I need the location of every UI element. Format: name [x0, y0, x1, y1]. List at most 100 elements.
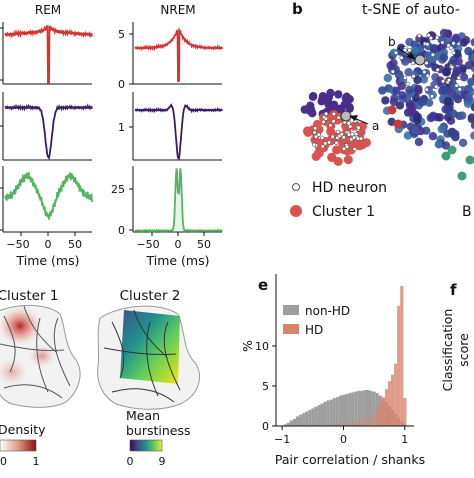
nrem-row1-ytick-0: 0 — [118, 78, 125, 91]
panel-a: REM NREM −50 0 50 — [0, 3, 222, 268]
tsne-highlight-b — [415, 55, 425, 65]
tsne-hd-point — [322, 120, 326, 124]
tsne-point — [444, 97, 452, 105]
tsne-point — [394, 120, 403, 129]
tsne-point — [415, 138, 423, 146]
tsne-hd-point — [435, 36, 439, 40]
tsne-point — [405, 86, 413, 94]
hist-bar-hd — [379, 404, 382, 426]
cluster2-map-title: Cluster 2 — [120, 288, 181, 304]
tsne-label-b: b — [388, 35, 396, 49]
hist-bar-hd — [388, 381, 391, 426]
tsne-hd-point — [408, 48, 412, 52]
hist-bar-hd — [394, 364, 397, 426]
hist-bar-nonhd — [360, 391, 363, 426]
tsne-hd-point — [436, 68, 440, 72]
nrem-row3-ytick-25: 25 — [111, 183, 125, 196]
tsne-point — [458, 172, 467, 181]
tsne-hd-point — [347, 133, 351, 137]
tsne-point — [465, 93, 473, 101]
hist-bar-nonhd — [308, 410, 311, 426]
partial-label-b: B — [462, 204, 472, 220]
tsne-hd-point — [321, 145, 325, 149]
tsne-point — [448, 146, 457, 155]
density-label: Density — [0, 422, 46, 437]
tsne-point — [381, 96, 389, 104]
tsne-point — [441, 105, 449, 113]
rem-xtick-neg50: −50 — [6, 238, 29, 251]
tsne-point — [452, 68, 460, 76]
tsne-hd-point — [435, 85, 439, 89]
hist-bar-nonhd — [321, 404, 324, 426]
burst-tick-9: 9 — [159, 455, 166, 468]
tsne-point — [319, 92, 327, 100]
tsne-hd-point — [342, 147, 346, 151]
tsne-point — [414, 87, 422, 95]
hist-xlabel: Pair correlation / shanks — [275, 452, 425, 467]
tsne-hd-point — [357, 126, 361, 130]
nrem-row1-axes: 5 0 — [118, 22, 222, 91]
hist-bar-nonhd — [351, 392, 354, 426]
tsne-point — [458, 111, 466, 119]
cluster1-brain-map — [0, 305, 80, 407]
tsne-hd-point — [425, 61, 429, 65]
tsne-hd-point — [450, 65, 454, 69]
tsne-hd-point — [423, 70, 427, 74]
hist-bar-hd — [397, 306, 400, 426]
hist-bar-nonhd — [293, 419, 296, 426]
tsne-point — [470, 131, 474, 139]
rem-xtick-50: 50 — [68, 238, 82, 251]
nrem-row1-curve — [135, 30, 222, 81]
nrem-x-ticks: −50 0 50 Time (ms) — [136, 232, 211, 268]
tsne-point — [427, 114, 435, 122]
tsne-point — [411, 126, 419, 134]
hist-ytick-label: 10 — [255, 340, 269, 353]
rem-xlabel: Time (ms) — [15, 253, 79, 268]
burst-tick-0: 0 — [127, 455, 134, 468]
tsne-point — [448, 128, 456, 136]
tsne-hd-point — [336, 130, 340, 134]
legend-hd-label: HD neuron — [312, 180, 387, 196]
tsne-cluster1-point — [362, 138, 371, 147]
cluster1-map-title: Cluster 1 — [0, 288, 58, 304]
hist-bar-nonhd — [348, 393, 351, 426]
legend-hd-swatch — [283, 324, 299, 334]
hist-bar-hd — [370, 416, 373, 426]
f-ylabel-line2: score — [456, 333, 471, 367]
tsne-hd-point — [391, 70, 395, 74]
burstiness-colorbar — [130, 440, 162, 451]
hist-bar-hd — [385, 389, 388, 426]
nrem-row2-curve — [135, 105, 222, 158]
hist-bar-nonhd — [290, 420, 293, 426]
rem-row2-curve — [5, 106, 92, 158]
tsne-hd-point — [332, 112, 336, 116]
tsne-hd-point — [327, 141, 331, 145]
panel-d: Cluster 1 Cluster 2 Density 0 1 Mean bur… — [0, 288, 199, 468]
panel-b-letter: b — [292, 0, 303, 18]
tsne-hd-point — [337, 116, 341, 120]
hist-bar-nonhd — [299, 415, 302, 426]
tsne-hd-point — [457, 76, 461, 80]
nrem-xlabel: Time (ms) — [145, 253, 209, 268]
nrem-row2-ytick-1: 1 — [118, 121, 125, 134]
hist-bar-nonhd — [330, 400, 333, 426]
legend-nonhd-label: non-HD — [305, 304, 350, 318]
hist-bar-nonhd — [354, 392, 357, 426]
tsne-hd-point — [332, 120, 336, 124]
tsne-hd-point — [425, 88, 429, 92]
tsne-hd-point — [427, 33, 431, 37]
tsne-point — [309, 93, 317, 101]
tsne-point — [471, 38, 474, 46]
nrem-column-title: NREM — [160, 3, 195, 17]
rem-row3-axes — [0, 166, 92, 232]
tsne-hd-point — [441, 41, 445, 45]
legend-cluster1-marker — [290, 205, 302, 217]
tsne-hd-point — [452, 41, 456, 45]
tsne-hd-point — [426, 43, 430, 47]
panel-b: b t-SNE of auto- b a HD neuron Cluster 1… — [290, 0, 474, 220]
nrem-xtick-50: 50 — [197, 238, 211, 251]
tsne-hd-point — [403, 76, 407, 80]
hist-xtick-label: 0 — [340, 433, 347, 446]
burst-label-line1: Mean — [126, 408, 160, 423]
